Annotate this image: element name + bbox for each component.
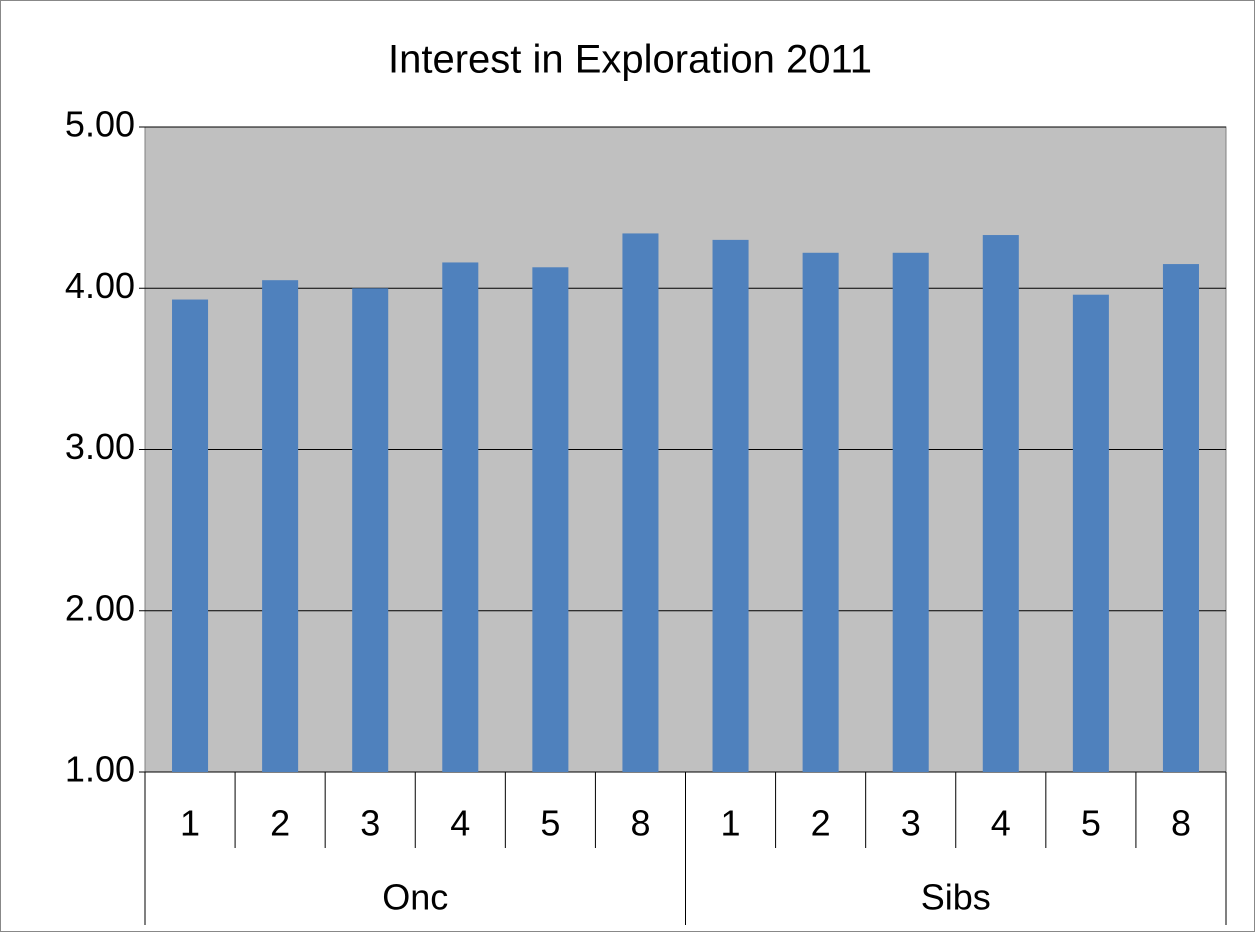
y-tick-label: 3.00 [65,426,135,467]
x-tick-label: 4 [991,803,1011,844]
x-tick-label: 4 [450,803,470,844]
bar [892,252,929,772]
x-tick-label: 3 [901,803,921,844]
chart-title: Interest in Exploration 2011 [388,38,872,82]
y-tick-label: 4.00 [65,265,135,306]
x-tick-label: 8 [630,803,650,844]
bar [442,262,479,772]
x-tick-label: 5 [1081,803,1101,844]
bar [1072,294,1109,772]
bar [352,288,389,772]
x-tick-label: 8 [1171,803,1191,844]
x-tick-label: 2 [811,803,831,844]
x-tick-label: 1 [180,803,200,844]
x-tick-label: 3 [360,803,380,844]
bar [712,239,749,772]
y-tick-label: 1.00 [65,749,135,790]
bar [172,299,209,772]
bar [622,233,659,773]
group-label: Onc [382,877,448,918]
bar [982,235,1019,773]
x-tick-label: 1 [721,803,741,844]
x-tick-label: 2 [270,803,290,844]
y-tick-label: 2.00 [65,587,135,628]
bar [532,267,569,772]
group-label: Sibs [921,877,991,918]
x-tick-label: 5 [540,803,560,844]
bar [1162,264,1199,772]
y-tick-label: 5.00 [65,104,135,145]
bar [262,280,299,772]
bar [802,252,839,772]
